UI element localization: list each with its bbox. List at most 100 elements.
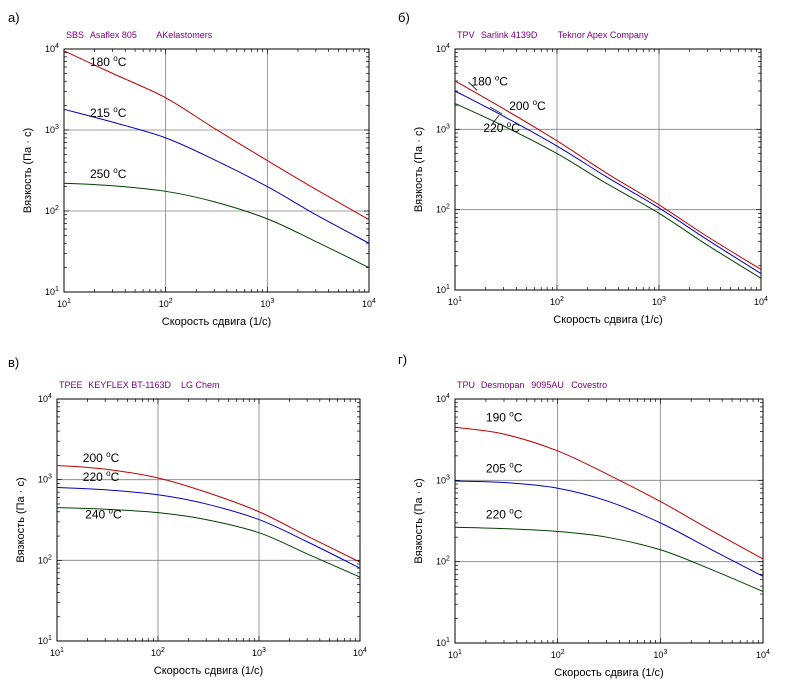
x-axis-label: Скорость сдвига (1/с) — [553, 314, 662, 326]
y-tick-label: 104 — [38, 393, 52, 404]
x-tick-label: 104 — [353, 647, 367, 658]
series-line-3 — [454, 102, 762, 279]
y-tick-label: 103 — [436, 474, 450, 485]
y-tick-label: 103 — [38, 474, 52, 485]
y-tick-label: 101 — [436, 284, 450, 295]
chart-subtitle: TPV Sarlink 4139D Teknor Apex Company — [457, 30, 649, 40]
panel-label: а) — [8, 10, 20, 25]
series-line-1 — [63, 50, 370, 221]
y-tick-label: 101 — [38, 635, 52, 646]
series-label-2: 205 oC — [486, 460, 523, 475]
chart-subtitle: TPU Desmopan 9095AU Covestro — [457, 380, 607, 390]
series-line-1 — [56, 464, 361, 563]
gridlines — [455, 399, 763, 643]
series-line-1 — [454, 80, 762, 270]
series-line-1 — [454, 426, 764, 560]
y-tick-label: 102 — [45, 205, 59, 216]
series-label-3: 250 oC — [90, 166, 127, 181]
series-label-1: 190 oC — [486, 409, 523, 424]
x-tick-label: 102 — [550, 296, 564, 307]
x-tick-label: 102 — [151, 647, 165, 658]
y-tick-label: 104 — [436, 43, 450, 54]
y-tick-label: 104 — [436, 393, 450, 404]
x-tick-label: 102 — [159, 298, 173, 309]
x-tick-label: 104 — [362, 298, 376, 309]
x-tick-label: 101 — [448, 296, 462, 307]
x-tick-label: 104 — [756, 649, 770, 660]
y-axis-label: Вязкость (Па · с) — [413, 478, 425, 563]
series-label-2: 220 oC — [83, 469, 120, 484]
series-line-2 — [56, 486, 361, 569]
chart-panel-3: в) TPEE KEYFLEX BT-1163D LG Chem 101 102 103 10… — [8, 355, 367, 677]
chart-subtitle: SBS Asaflex 805 AKelastomers — [66, 30, 213, 40]
series-label-3: 240 oC — [85, 507, 122, 522]
series-label-leader — [489, 106, 503, 115]
plot-frame — [56, 398, 361, 642]
subtitle-part: LG Chem — [181, 380, 220, 390]
series-line-2 — [454, 480, 764, 577]
chart-panel-1: а) SBS Asaflex 805 AKelastomers 101 102 103 104… — [8, 10, 376, 328]
x-tick-label: 103 — [652, 296, 666, 307]
panel-label: в) — [8, 355, 19, 370]
series-line-3 — [63, 182, 370, 269]
chart-subtitle: TPEE KEYFLEX BT-1163D LG Chem — [59, 380, 220, 390]
x-tick-label: 102 — [551, 649, 565, 660]
series-label-1: 180 oC — [90, 54, 127, 69]
subtitle-part: TPEE — [59, 380, 83, 390]
x-tick-label: 104 — [754, 296, 768, 307]
x-axis-label: Скорость сдвига (1/с) — [162, 316, 271, 328]
gridlines — [455, 49, 761, 290]
series-label-leader — [468, 81, 478, 91]
series-label-1: 180 oC — [471, 74, 508, 89]
x-axis-label: Скорость сдвига (1/с) — [554, 667, 663, 679]
chart-panel-4: г) TPU Desmopan 9095AU Covestro 101 102 103 104 1… — [398, 352, 770, 679]
subtitle-part: Covestro — [571, 380, 607, 390]
plot-frame — [454, 398, 764, 644]
x-tick-label: 103 — [252, 647, 266, 658]
subtitle-part: Sarlink 4139D — [481, 30, 538, 40]
y-axis-label: Вязкость (Па · с) — [15, 477, 27, 562]
subtitle-part: Desmopan — [481, 380, 525, 390]
panel-label: б) — [398, 10, 410, 25]
series-label-2: 215 oC — [90, 105, 127, 120]
series-line-3 — [454, 526, 764, 592]
series-line-2 — [454, 90, 762, 275]
chart-panel-2: б) TPV Sarlink 4139D Teknor Apex Company 101… — [398, 10, 768, 326]
y-tick-label: 102 — [436, 556, 450, 567]
subtitle-part: Asaflex 805 — [90, 30, 137, 40]
gridlines — [57, 399, 360, 641]
series-label-2: 200 oC — [509, 98, 546, 113]
y-tick-label: 102 — [38, 554, 52, 565]
y-tick-label: 104 — [45, 43, 59, 54]
subtitle-part: AKelastomers — [156, 30, 213, 40]
x-tick-label: 103 — [653, 649, 667, 660]
series-line-2 — [63, 108, 370, 244]
subtitle-part: TPV — [457, 30, 475, 40]
series-line-3 — [56, 507, 361, 578]
panel-label: г) — [398, 352, 407, 367]
y-axis-label: Вязкость (Па · с) — [22, 128, 34, 213]
subtitle-part: Teknor Apex Company — [558, 30, 649, 40]
plot-frame — [454, 48, 762, 291]
y-tick-label: 101 — [436, 637, 450, 648]
y-tick-label: 101 — [45, 286, 59, 297]
y-tick-label: 103 — [45, 124, 59, 135]
subtitle-part: TPU — [457, 380, 475, 390]
plot-frame — [63, 48, 370, 293]
series-label-leader — [491, 114, 500, 125]
y-axis-label: Вязкость (Па · с) — [413, 127, 425, 212]
y-tick-label: 103 — [436, 123, 450, 134]
x-tick-label: 101 — [448, 649, 462, 660]
subtitle-part: KEYFLEX BT-1163D — [88, 380, 171, 390]
x-axis-label: Скорость сдвига (1/с) — [154, 665, 263, 677]
series-label-3: 220 oC — [483, 120, 520, 135]
x-tick-label: 101 — [50, 647, 64, 658]
subtitle-part: SBS — [66, 30, 84, 40]
x-tick-label: 103 — [260, 298, 274, 309]
y-tick-label: 102 — [436, 204, 450, 215]
subtitle-part: 9095AU — [531, 380, 564, 390]
series-label-3: 220 oC — [486, 506, 523, 521]
series-label-1: 200 oC — [83, 450, 120, 465]
x-tick-label: 101 — [57, 298, 71, 309]
